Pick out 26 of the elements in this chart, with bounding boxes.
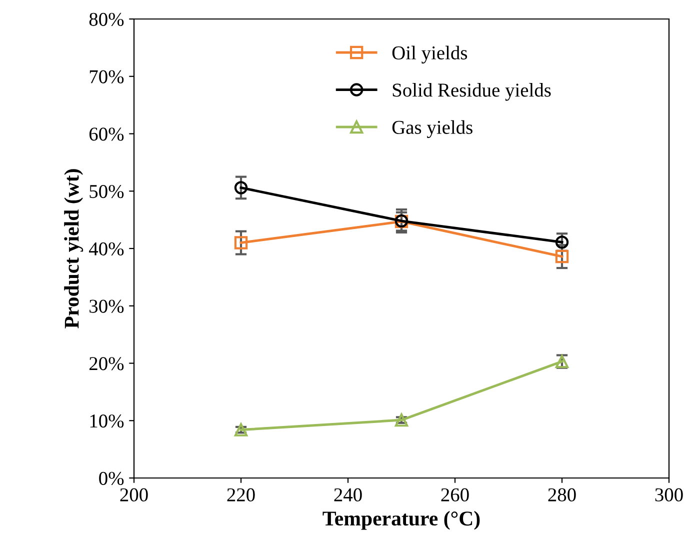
x-tick-label: 300 xyxy=(655,488,683,502)
point xyxy=(234,181,248,194)
x-axis-title: Temperature (°C) xyxy=(322,510,480,530)
point xyxy=(555,250,569,264)
y-tick-label: 60% xyxy=(89,128,124,141)
point xyxy=(555,236,569,249)
y-tick-label: 10% xyxy=(90,414,124,428)
point xyxy=(234,236,248,250)
y-tick-label: 20% xyxy=(89,357,124,370)
legend-label: Oil yields xyxy=(392,46,468,64)
legend-label: Solid Residue yields xyxy=(392,83,551,101)
x-tick-label: 260 xyxy=(441,488,469,502)
point xyxy=(394,413,408,427)
y-axis-title: Product yield (wt) xyxy=(64,169,84,328)
y-tick-label: 0% xyxy=(99,472,124,485)
x-tick-label: 240 xyxy=(334,488,362,502)
x-tick-label: 200 xyxy=(120,488,148,502)
y-tick-label: 30% xyxy=(90,300,124,313)
y-tick-label: 50% xyxy=(90,184,124,198)
y-tick-label: 40% xyxy=(89,242,124,256)
legend-label: Gas yields xyxy=(392,120,472,138)
point xyxy=(234,423,248,436)
x-tick-label: 280 xyxy=(548,488,576,502)
y-tick-label: 80% xyxy=(89,12,124,26)
x-tick-label: 220 xyxy=(227,488,255,502)
y-tick-label: 70% xyxy=(90,70,124,84)
